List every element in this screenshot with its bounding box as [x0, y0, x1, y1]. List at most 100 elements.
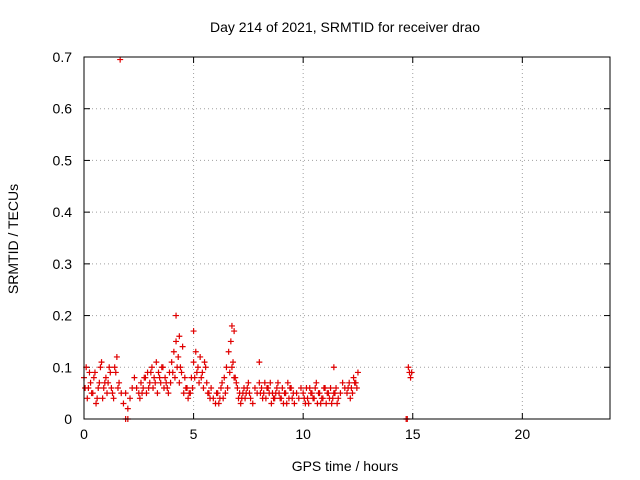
data-point	[190, 359, 197, 366]
data-point	[335, 395, 342, 402]
data-point	[200, 384, 207, 391]
data-point	[176, 379, 183, 386]
data-point	[313, 379, 320, 386]
axis-ticks: 0 0.1 0.2 0.3 0.4 0.5 0.6 0.7 0 5 10 15 20	[53, 49, 610, 442]
data-point	[179, 343, 186, 350]
data-point	[246, 390, 253, 397]
data-point	[330, 364, 337, 371]
data-point	[208, 384, 215, 391]
data-point	[101, 379, 108, 386]
data-point	[96, 379, 103, 386]
data-point	[102, 374, 109, 381]
data-point	[167, 379, 174, 386]
data-point	[264, 384, 271, 391]
data-point	[249, 400, 256, 407]
data-point	[160, 384, 167, 391]
data-point	[140, 384, 147, 391]
data-point	[155, 369, 162, 376]
data-point	[337, 390, 344, 397]
data-point	[114, 384, 121, 391]
data-point	[173, 338, 180, 345]
data-point	[122, 390, 129, 397]
data-point	[146, 379, 153, 386]
data-point	[318, 395, 325, 402]
data-point	[344, 390, 350, 397]
data-point	[110, 395, 117, 402]
data-point	[234, 384, 241, 391]
data-point	[176, 333, 183, 340]
data-point	[204, 390, 211, 397]
data-point	[152, 379, 159, 386]
data-point	[199, 369, 206, 376]
x-tick-label: 10	[295, 426, 311, 442]
data-point	[88, 390, 95, 397]
data-point	[285, 395, 292, 402]
data-point	[320, 384, 327, 391]
data-point	[274, 379, 281, 386]
data-point	[316, 390, 323, 397]
data-point	[120, 400, 127, 407]
data-point	[190, 328, 197, 335]
data-point	[143, 390, 150, 397]
data-point	[202, 364, 209, 371]
data-point	[323, 400, 330, 407]
data-point	[180, 390, 187, 397]
data-point	[346, 379, 353, 386]
data-point	[267, 379, 274, 386]
data-point	[193, 369, 200, 376]
data-point	[99, 395, 106, 402]
data-point	[191, 374, 198, 381]
data-point	[325, 390, 332, 397]
y-tick-label: 0.1	[53, 359, 73, 375]
chart-title: Day 214 of 2021, SRMTID for receiver dra…	[210, 19, 480, 35]
data-point	[221, 374, 228, 381]
data-point	[150, 384, 157, 391]
data-point	[228, 364, 235, 371]
data-point	[247, 395, 254, 402]
data-point	[151, 374, 158, 381]
data-points	[81, 56, 415, 422]
data-point	[213, 390, 220, 397]
data-point	[231, 374, 238, 381]
data-point	[197, 353, 204, 360]
data-point	[345, 384, 352, 391]
data-point	[194, 364, 201, 371]
data-point	[153, 359, 160, 366]
data-point	[295, 395, 302, 402]
data-point	[266, 390, 273, 397]
data-point	[90, 374, 97, 381]
data-point	[268, 400, 275, 407]
data-point	[300, 390, 307, 397]
data-point	[182, 384, 189, 391]
data-point	[244, 384, 251, 391]
data-point	[198, 374, 205, 381]
data-point	[220, 395, 227, 402]
data-point	[288, 384, 295, 391]
data-point	[111, 364, 118, 371]
data-point	[169, 369, 176, 376]
x-tick-label: 20	[515, 426, 531, 442]
data-point	[124, 405, 131, 412]
x-tick-label: 5	[190, 426, 198, 442]
data-point	[259, 395, 266, 402]
y-tick-label: 0.6	[53, 101, 73, 117]
data-point	[203, 379, 210, 386]
data-point	[235, 395, 242, 402]
data-point	[347, 395, 354, 402]
data-point	[168, 359, 175, 366]
data-point	[228, 322, 235, 329]
data-point	[224, 384, 231, 391]
data-point	[170, 348, 177, 355]
data-point	[307, 390, 314, 397]
data-point	[327, 384, 334, 391]
data-point	[257, 390, 264, 397]
data-point	[133, 384, 140, 391]
data-point	[227, 338, 234, 345]
data-point	[270, 395, 277, 402]
data-point	[237, 400, 244, 407]
data-point	[82, 384, 89, 391]
data-point	[329, 395, 336, 402]
data-point	[147, 369, 154, 376]
data-point	[189, 384, 196, 391]
data-point	[245, 379, 252, 386]
